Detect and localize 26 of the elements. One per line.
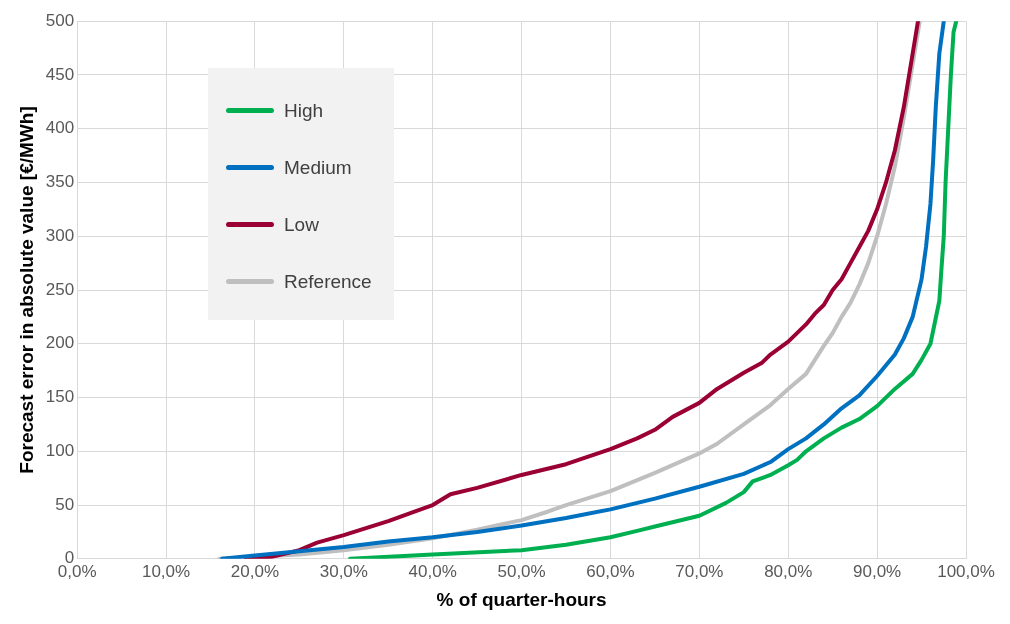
x-tick-label: 100,0% <box>937 561 995 581</box>
x-tick-label: 70,0% <box>675 561 724 581</box>
y-tick-label: 400 <box>45 118 75 138</box>
x-tick-label: 90,0% <box>853 561 902 581</box>
x-tick-label: 30,0% <box>319 561 368 581</box>
x-tick-label: 40,0% <box>408 561 457 581</box>
x-tick-label: 80,0% <box>764 561 813 581</box>
y-tick-label: 50 <box>55 494 75 514</box>
legend-label: Reference <box>284 270 372 293</box>
x-tick-label: 50,0% <box>497 561 546 581</box>
y-tick-label: 200 <box>45 333 75 353</box>
x-tick-label: 20,0% <box>230 561 280 581</box>
y-axis-title: Forecast error in absolute value [€/MWh] <box>15 106 37 474</box>
y-tick-label: 150 <box>45 387 75 407</box>
y-tick-label: 500 <box>45 10 75 30</box>
legend-label: Medium <box>284 156 352 179</box>
y-tick-label: 250 <box>45 279 75 299</box>
y-tick-label: 300 <box>45 225 75 245</box>
legend-label: High <box>284 99 324 122</box>
x-axis-title: % of quarter-hours <box>436 588 607 610</box>
y-tick-label: 450 <box>45 64 75 84</box>
legend-label: Low <box>284 213 319 236</box>
x-tick-label: 10,0% <box>141 561 191 581</box>
y-tick-label: 100 <box>45 440 75 460</box>
y-tick-label: 350 <box>45 172 75 192</box>
x-tick-label: 60,0% <box>586 561 635 581</box>
